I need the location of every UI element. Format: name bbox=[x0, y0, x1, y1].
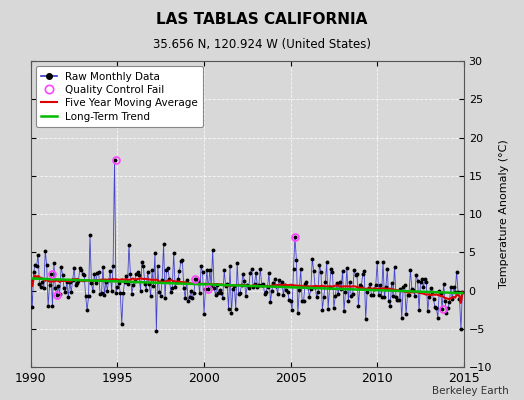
Text: LAS TABLAS CALIFORNIA: LAS TABLAS CALIFORNIA bbox=[156, 12, 368, 27]
Legend: Raw Monthly Data, Quality Control Fail, Five Year Moving Average, Long-Term Tren: Raw Monthly Data, Quality Control Fail, … bbox=[36, 66, 203, 127]
Text: Berkeley Earth: Berkeley Earth bbox=[432, 386, 508, 396]
Y-axis label: Temperature Anomaly (°C): Temperature Anomaly (°C) bbox=[499, 140, 509, 288]
Text: 35.656 N, 120.924 W (United States): 35.656 N, 120.924 W (United States) bbox=[153, 38, 371, 51]
